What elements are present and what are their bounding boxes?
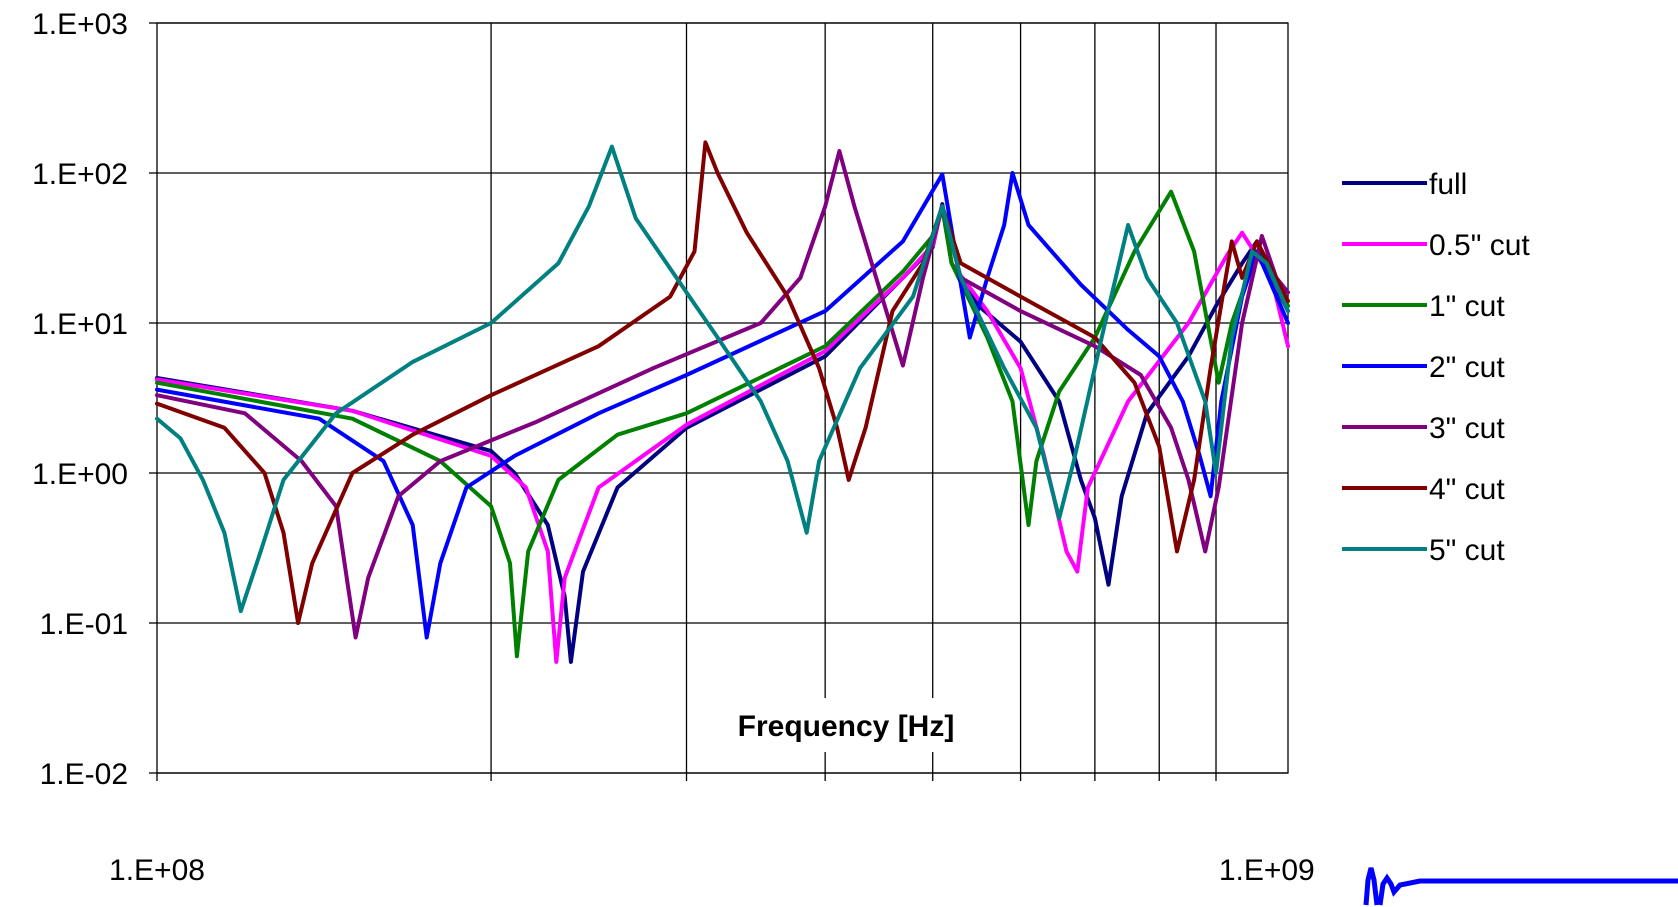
plot-area-border xyxy=(156,22,1289,774)
legend-label-1: 0.5" cut xyxy=(1429,229,1530,262)
decorative-squiggle xyxy=(1363,867,1678,906)
grid xyxy=(149,22,1289,781)
legend-label-4: 3" cut xyxy=(1429,412,1505,445)
x-tick-label: 1.E+08 xyxy=(109,854,205,887)
series-line-4 xyxy=(155,149,1290,640)
y-tick-label: 1.E+03 xyxy=(32,8,128,41)
series-line-2 xyxy=(155,189,1290,659)
legend-label-0: full xyxy=(1429,168,1467,201)
x-tick-labels: 1.E+08 1.E+09 xyxy=(109,854,1315,887)
series-line-5 xyxy=(155,140,1290,625)
x-axis-label: Frequency [Hz] xyxy=(738,710,955,743)
y-tick-label: 1.E-01 xyxy=(40,608,128,641)
y-tick-label: 1.E+00 xyxy=(32,458,128,491)
y-tick-labels: 1.E-02 1.E-01 1.E+00 1.E+01 1.E+02 1.E+03 xyxy=(32,8,128,791)
y-tick-label: 1.E+01 xyxy=(32,308,128,341)
x-tick-label: 1.E+09 xyxy=(1219,854,1315,887)
legend-label-5: 4" cut xyxy=(1429,473,1505,506)
y-tick-label: 1.E-02 xyxy=(40,758,128,791)
legend-label-6: 5" cut xyxy=(1429,534,1505,567)
series-line-6 xyxy=(155,144,1290,614)
legend-label-3: 2" cut xyxy=(1429,351,1505,384)
x-axis-label-background xyxy=(700,698,992,752)
series-group xyxy=(155,140,1290,664)
legend-label-2: 1" cut xyxy=(1429,290,1505,323)
series-line-3 xyxy=(155,171,1290,640)
y-tick-label: 1.E+02 xyxy=(32,158,128,191)
legend: full 0.5" cut 1" cut 2" cut 3" cut 4" cut 5" c… xyxy=(1342,168,1530,567)
